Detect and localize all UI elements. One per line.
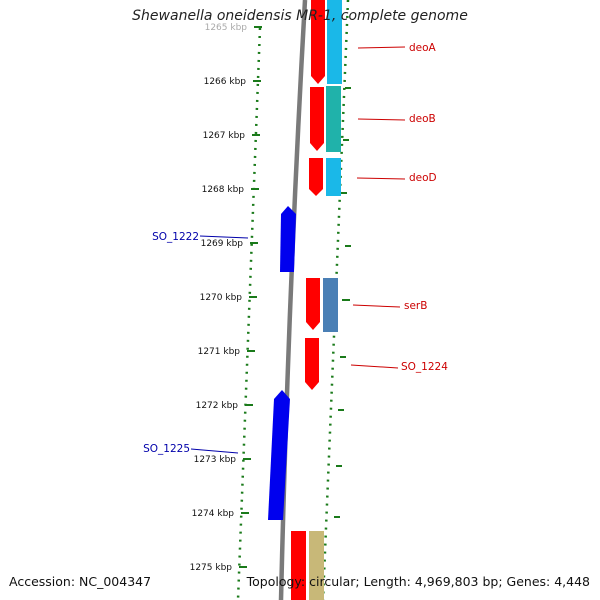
cds-arrow-deoD xyxy=(309,158,323,196)
cog-block-deoD xyxy=(326,158,341,196)
scale-tick-label-5: 1270 kbp xyxy=(200,293,243,303)
forward-cds xyxy=(291,0,325,600)
scale-tick-label-7: 1272 kbp xyxy=(196,401,239,411)
cog-block-extra xyxy=(309,531,324,600)
gc-track-outer-marks xyxy=(334,87,351,518)
cds-arrow-serB xyxy=(306,278,320,330)
cog-block-serB xyxy=(323,278,338,332)
scale-tick-label-1: 1266 kbp xyxy=(204,77,247,87)
gene-label-deoB[interactable]: deoB xyxy=(409,113,436,125)
scale-tick-label-9: 1274 kbp xyxy=(192,509,235,519)
cds-arrow-SO_1222 xyxy=(280,206,296,272)
cog-block-deoA xyxy=(327,0,342,84)
gene-label-deoA[interactable]: deoA xyxy=(409,42,437,54)
scale-tick-label-6: 1271 kbp xyxy=(198,347,241,357)
scale-tick-label-2: 1267 kbp xyxy=(203,131,246,141)
map-title: Shewanella oneidensis MR-1, complete gen… xyxy=(132,8,468,24)
gene-label-deoD[interactable]: deoD xyxy=(409,172,437,184)
scale-tick-label-3: 1268 kbp xyxy=(202,185,245,195)
cds-arrow-SO_1224 xyxy=(305,338,319,390)
scale-tick-label-8: 1273 kbp xyxy=(194,455,237,465)
scale-tick-marks xyxy=(239,26,262,568)
gene-labels: deoA deoB deoD SO_1222 serB SO_1224 SO_1225 xyxy=(143,42,448,455)
scale-tick-labels: 1265 kbp 1266 kbp 1267 kbp 1268 kbp 1269 kbp… xyxy=(190,23,248,573)
gene-label-SO_1224[interactable]: SO_1224 xyxy=(401,361,448,373)
genome-summary-text: Topology: circular; Length: 4,969,803 bp… xyxy=(246,574,590,589)
gc-content-track-inner xyxy=(236,27,262,600)
cds-arrow-extra xyxy=(291,531,306,600)
cds-arrow-SO_1225 xyxy=(268,390,290,520)
scale-tick-label-10: 1275 kbp xyxy=(190,563,233,573)
gene-label-leaders xyxy=(190,46,406,454)
scale-tick-label-0: 1265 kbp xyxy=(205,23,248,33)
accession-text: Accession: NC_004347 xyxy=(9,574,152,589)
gene-label-serB[interactable]: serB xyxy=(404,300,427,312)
gene-label-SO_1225[interactable]: SO_1225 xyxy=(143,443,190,455)
gene-label-SO_1222[interactable]: SO_1222 xyxy=(152,231,199,243)
scale-tick-label-4: 1269 kbp xyxy=(201,239,244,249)
cds-arrow-deoB xyxy=(310,87,324,151)
cog-block-deoB xyxy=(326,86,341,152)
cds-arrow-deoA xyxy=(311,0,325,84)
genome-backbone xyxy=(278,0,308,600)
reverse-cds xyxy=(268,206,296,520)
cog-blocks xyxy=(309,0,342,600)
